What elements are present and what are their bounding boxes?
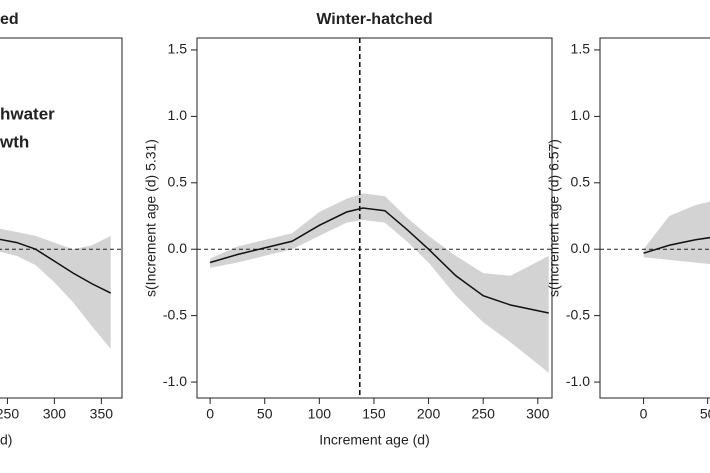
x-axis-label: Increment age (d) (319, 432, 430, 448)
fit-line (643, 236, 710, 254)
x-tick-label: 250 (472, 406, 496, 422)
y-tick-label: 0.0 (571, 240, 591, 256)
plot-box (0, 37, 123, 399)
confidence-band (210, 193, 549, 373)
y-tick-label: 0.5 (571, 174, 591, 190)
y-tick-label: 0.5 (168, 174, 188, 190)
x-tick-label: 50 (700, 406, 710, 422)
annotation: wth (0, 132, 29, 151)
x-tick-label: 50 (257, 406, 273, 422)
annotation: hwater (0, 104, 55, 123)
x-tick-label: 200 (417, 406, 441, 422)
x-tick-label: 150 (362, 406, 386, 422)
y-tick-label: 1.0 (168, 107, 188, 123)
y-tick-label: -0.5 (566, 306, 590, 322)
x-axis-label: d) (0, 432, 12, 448)
y-axis-label: s(Increment age (d) 6.57) (546, 139, 562, 297)
x-tick-label: 300 (526, 406, 550, 422)
x-tick-label: 0 (640, 406, 648, 422)
x-tick-label: 250 (0, 406, 19, 422)
confidence-band (643, 201, 710, 265)
y-tick-label: 1.0 (571, 107, 591, 123)
fit-line (209, 207, 549, 314)
fit-line (0, 238, 112, 294)
y-tick-label: 1.5 (168, 41, 188, 57)
x-tick-label: 300 (43, 406, 67, 422)
x-tick-label: 100 (308, 406, 332, 422)
y-tick-label: -1.0 (163, 373, 187, 389)
confidence-band (0, 228, 111, 349)
y-tick-label: -1.0 (566, 373, 590, 389)
y-tick-label: -0.5 (163, 306, 187, 322)
x-tick-label: 0 (206, 406, 214, 422)
y-tick-label: 1.5 (571, 41, 591, 57)
x-tick-label: 350 (90, 406, 114, 422)
chart-title: Winter-hatched (316, 11, 432, 28)
plot-box (599, 37, 710, 399)
chart-title: ed (0, 11, 19, 28)
y-tick-label: 0.0 (168, 240, 188, 256)
y-axis-label: s(Increment age (d) 5.31) (143, 139, 159, 297)
plot-box (196, 37, 553, 399)
